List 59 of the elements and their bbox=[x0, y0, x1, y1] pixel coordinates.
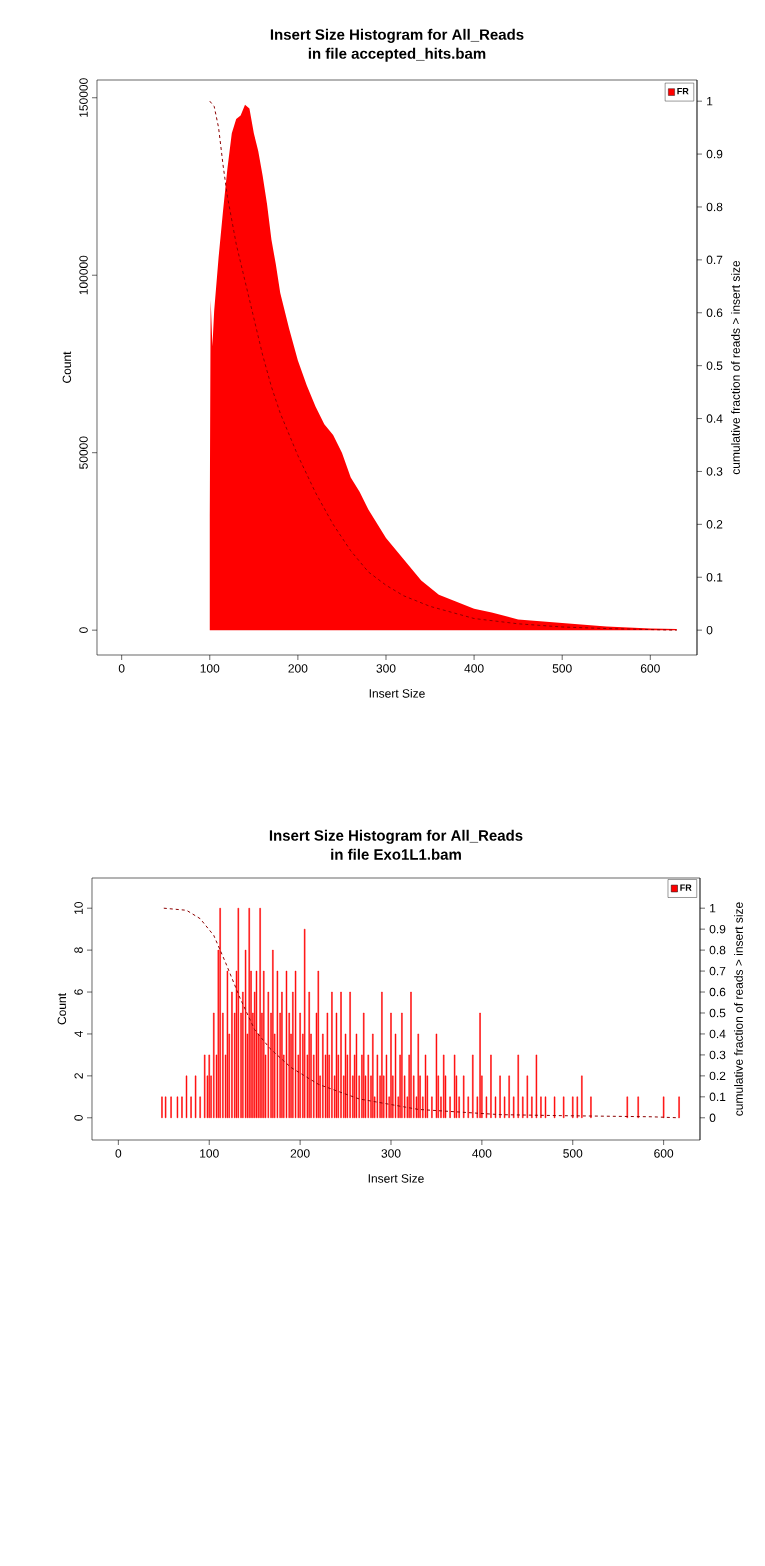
y2-tick-label: 0.5 bbox=[709, 1008, 726, 1018]
y2-tick-label: 0.2 bbox=[709, 1071, 726, 1081]
x-tick-label: 0 bbox=[115, 1149, 122, 1158]
y2-tick-label: 0.1 bbox=[706, 573, 723, 582]
line-series bbox=[163, 907, 680, 1119]
y2-axis-title: cumulative fraction of reads > insert size bbox=[734, 902, 743, 1116]
y2-tick-label: 1 bbox=[707, 97, 713, 106]
x-axis-title: Insert Size bbox=[368, 1173, 424, 1183]
y-tick-label: 8 bbox=[74, 947, 83, 953]
x-tick-label: 400 bbox=[472, 1149, 492, 1158]
x-tick-label: 100 bbox=[200, 664, 220, 673]
x-tick-label: 0 bbox=[118, 664, 125, 673]
y2-tick-label: 0.7 bbox=[709, 966, 726, 976]
y-tick-label: 6 bbox=[74, 989, 83, 995]
y-tick-label: 150000 bbox=[79, 78, 88, 117]
y-tick-label: 2 bbox=[74, 1073, 83, 1079]
y2-tick-label: 0.4 bbox=[709, 1029, 726, 1039]
chart-subtitle: in file accepted_hits.bam bbox=[308, 47, 486, 62]
y2-tick-label: 0.3 bbox=[706, 467, 723, 476]
y2-tick-label: 0.7 bbox=[706, 255, 723, 265]
y2-tick-label: 1 bbox=[710, 904, 716, 913]
x-tick-label: 500 bbox=[552, 664, 572, 673]
y-tick-label: 0 bbox=[74, 1114, 83, 1121]
y2-tick-label: 0.9 bbox=[706, 149, 723, 159]
x-tick-label: 500 bbox=[563, 1149, 583, 1158]
x-tick-label: 200 bbox=[288, 664, 308, 673]
y2-tick-label: 0 bbox=[706, 625, 713, 635]
y2-tick-label: 0.5 bbox=[706, 361, 723, 370]
x-tick-label: 300 bbox=[376, 664, 396, 673]
y2-tick-label: 0.2 bbox=[706, 520, 723, 529]
y-tick-label: 4 bbox=[74, 1030, 83, 1038]
x-axis-title: Insert Size bbox=[369, 688, 425, 698]
x-tick-label: 100 bbox=[200, 1149, 219, 1158]
x-tick-label: 600 bbox=[654, 1149, 674, 1158]
y-axis-title: Count bbox=[57, 993, 67, 1025]
y-axis-title: Count bbox=[62, 351, 72, 383]
y2-axis-title: cumulative fraction of reads > insert size bbox=[731, 260, 740, 475]
y2-tick-label: 0.3 bbox=[709, 1050, 726, 1060]
x-tick-label: 300 bbox=[381, 1149, 401, 1158]
y-tick-label: 10 bbox=[74, 901, 83, 914]
y2-tick-label: 0 bbox=[709, 1113, 716, 1123]
legend-label: FR bbox=[677, 88, 689, 95]
y2-tick-label: 0.1 bbox=[709, 1092, 726, 1102]
chart-subtitle: in file Exo1L1.bam bbox=[331, 848, 461, 860]
x-tick-label: 400 bbox=[464, 664, 484, 673]
chart-title: Insert Size Histogram for All_Reads bbox=[270, 28, 524, 43]
y2-tick-label: 0.8 bbox=[709, 945, 726, 955]
y2-tick-label: 0.6 bbox=[706, 308, 723, 317]
legend-label: FR bbox=[680, 884, 692, 891]
chart-title: Insert Size Histogram for All_Reads bbox=[269, 829, 523, 844]
y-tick-label: 50000 bbox=[79, 436, 88, 469]
y-tick-label: 100000 bbox=[79, 255, 88, 295]
y2-tick-label: 0.8 bbox=[706, 202, 723, 212]
x-tick-label: 200 bbox=[290, 1149, 310, 1158]
y2-tick-label: 0.9 bbox=[709, 924, 726, 934]
y-tick-label: 0 bbox=[79, 627, 88, 634]
y2-tick-label: 0.4 bbox=[706, 414, 723, 423]
x-tick-label: 600 bbox=[640, 664, 660, 673]
y2-tick-label: 0.6 bbox=[709, 987, 726, 997]
